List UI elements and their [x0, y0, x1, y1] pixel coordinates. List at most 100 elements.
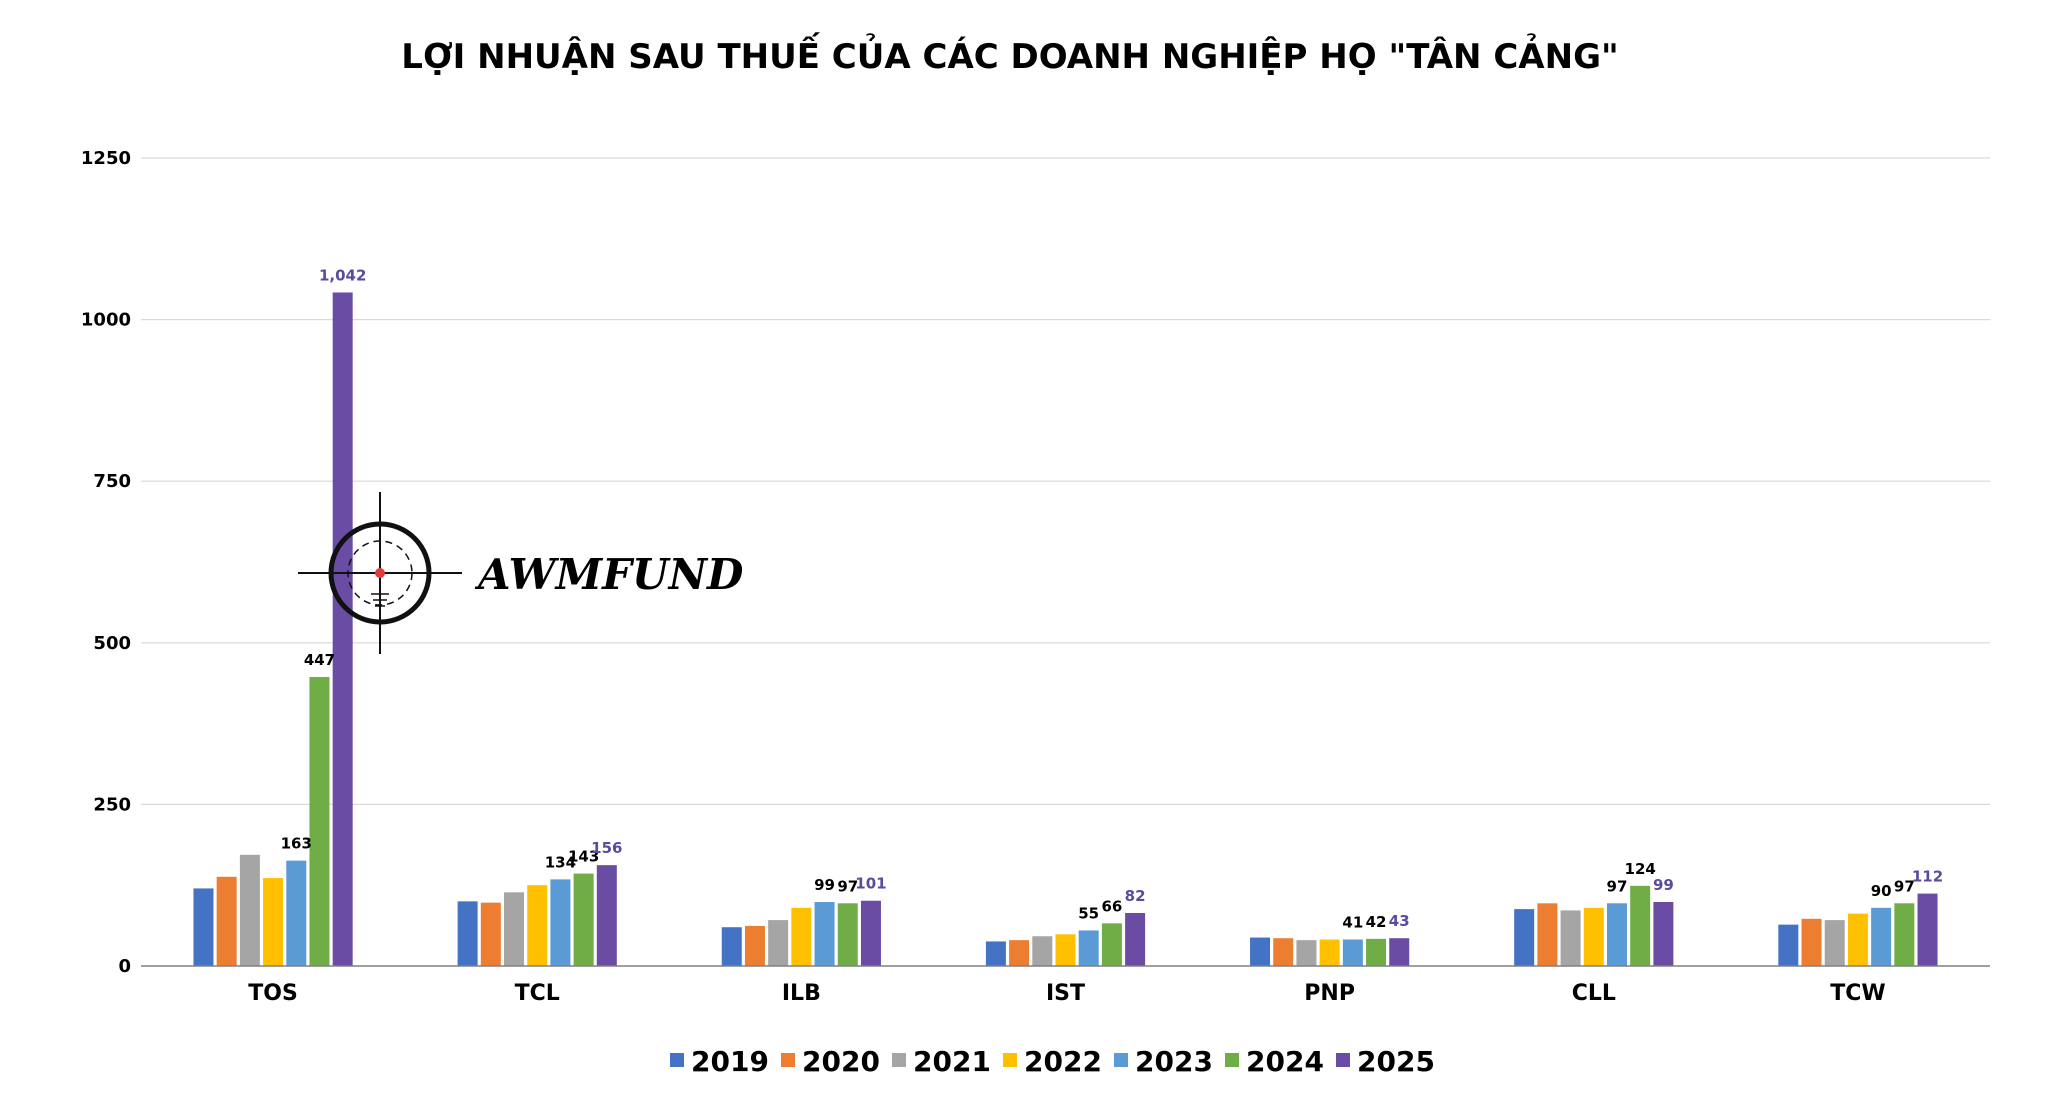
y-tick-label: 1000	[81, 310, 131, 331]
x-tick-label: TOS	[248, 981, 298, 1006]
bar-tos-2025	[332, 292, 353, 967]
bar-cll-2019	[1514, 909, 1535, 966]
bar-tos-2020	[216, 876, 237, 966]
bar-tcl-2021	[504, 892, 525, 966]
grid	[141, 157, 1990, 806]
crosshair-logo-icon	[298, 492, 462, 654]
data-label: 97	[837, 877, 858, 895]
data-label: 1,042	[319, 266, 366, 284]
bar-ist-2019	[985, 941, 1006, 966]
y-tick-label: 0	[118, 956, 131, 977]
bar-cll-2024	[1630, 885, 1651, 966]
bar-tcw-2025	[1917, 893, 1938, 966]
bar-tos-2023	[286, 860, 307, 966]
bar-pnp-2020	[1273, 938, 1294, 966]
bar-tcw-2024	[1894, 903, 1915, 966]
legend-swatch	[1003, 1053, 1017, 1067]
bar-ilb-2019	[721, 927, 742, 966]
bar-tcl-2025	[596, 865, 617, 966]
bar-tos-2019	[193, 888, 214, 966]
bar-tos-2024	[309, 677, 330, 966]
legend-swatch	[1114, 1053, 1128, 1067]
bar-tcw-2022	[1847, 913, 1868, 966]
legend-swatch	[1336, 1053, 1350, 1067]
data-label: 43	[1389, 912, 1410, 930]
watermark-brand: AWMFUND	[474, 550, 744, 599]
bar-cll-2021	[1560, 910, 1581, 966]
bar-cll-2022	[1583, 907, 1604, 966]
bar-ist-2022	[1055, 934, 1076, 966]
bar-ist-2024	[1101, 923, 1122, 966]
data-label: 41	[1342, 913, 1363, 931]
legend-label: 2019	[691, 1045, 769, 1078]
bar-tcw-2020	[1801, 918, 1822, 966]
y-tick-label: 500	[93, 633, 131, 654]
legend-swatch	[892, 1053, 906, 1067]
bar-pnp-2023	[1342, 939, 1363, 966]
legend-item-2022: 2022	[1003, 1045, 1102, 1078]
bar-ilb-2024	[837, 903, 858, 966]
data-label: 82	[1125, 887, 1146, 905]
bar-pnp-2024	[1366, 938, 1387, 966]
data-label: 99	[1653, 876, 1674, 894]
bar-pnp-2021	[1296, 940, 1317, 966]
data-label: 55	[1078, 904, 1099, 922]
chart-title: LỢI NHUẬN SAU THUẾ CỦA CÁC DOANH NGHIỆP …	[401, 32, 1618, 77]
bar-cll-2020	[1537, 903, 1558, 966]
legend-swatch	[781, 1053, 795, 1067]
data-label: 112	[1912, 868, 1943, 886]
data-label: 66	[1101, 897, 1122, 915]
data-label: 447	[304, 651, 335, 669]
data-label: 97	[1894, 877, 1915, 895]
bar-tcl-2022	[527, 885, 548, 966]
data-label: 101	[855, 875, 886, 893]
legend-label: 2023	[1135, 1045, 1213, 1078]
legend-label: 2024	[1246, 1045, 1324, 1078]
data-label: 156	[591, 839, 622, 857]
bar-cll-2025	[1653, 902, 1674, 966]
y-tick-label: 1250	[81, 148, 131, 169]
legend: 2019 2020 2021 2022 2023 2024 2025	[670, 1045, 1435, 1078]
y-tick-label: 750	[93, 471, 131, 492]
data-label: 42	[1366, 913, 1387, 931]
bar-tos-2022	[263, 878, 284, 966]
awmfund-watermark: AWMFUND	[298, 492, 744, 654]
y-axis: 0 250 500 750 1000 1250	[81, 148, 131, 977]
bar-ilb-2022	[791, 907, 812, 966]
data-label: 97	[1607, 877, 1628, 895]
bars	[193, 292, 1938, 967]
bar-pnp-2019	[1250, 937, 1271, 966]
bar-tcw-2023	[1871, 907, 1892, 966]
x-tick-label: ILB	[782, 981, 821, 1006]
legend-label: 2021	[913, 1045, 991, 1078]
y-tick-label: 250	[93, 794, 131, 815]
bar-ilb-2021	[768, 920, 789, 966]
bar-tcl-2023	[550, 879, 571, 966]
bar-ist-2025	[1125, 912, 1146, 966]
bar-ist-2021	[1032, 936, 1053, 966]
legend-label: 2022	[1024, 1045, 1102, 1078]
legend-item-2024: 2024	[1225, 1045, 1324, 1078]
legend-item-2025: 2025	[1336, 1045, 1435, 1078]
bar-tos-2021	[239, 854, 260, 966]
data-label: 90	[1871, 882, 1892, 900]
data-label: 134	[545, 853, 576, 871]
bar-tcw-2019	[1778, 924, 1799, 966]
x-tick-label: TCL	[515, 981, 560, 1006]
bar-ilb-2020	[744, 925, 765, 966]
legend-swatch	[1225, 1053, 1239, 1067]
legend-label: 2020	[802, 1045, 880, 1078]
x-tick-label: CLL	[1572, 981, 1616, 1006]
x-axis: TOS TCL ILB IST PNP CLL TCW	[248, 981, 1885, 1006]
x-tick-label: IST	[1046, 981, 1085, 1006]
bar-pnp-2022	[1319, 939, 1340, 966]
data-label: 143	[568, 848, 599, 866]
bar-ilb-2025	[860, 900, 881, 966]
bar-tcw-2021	[1824, 920, 1845, 966]
legend-item-2021: 2021	[892, 1045, 991, 1078]
data-label: 124	[1625, 860, 1656, 878]
bar-tcl-2024	[573, 873, 594, 966]
data-label: 99	[814, 876, 835, 894]
